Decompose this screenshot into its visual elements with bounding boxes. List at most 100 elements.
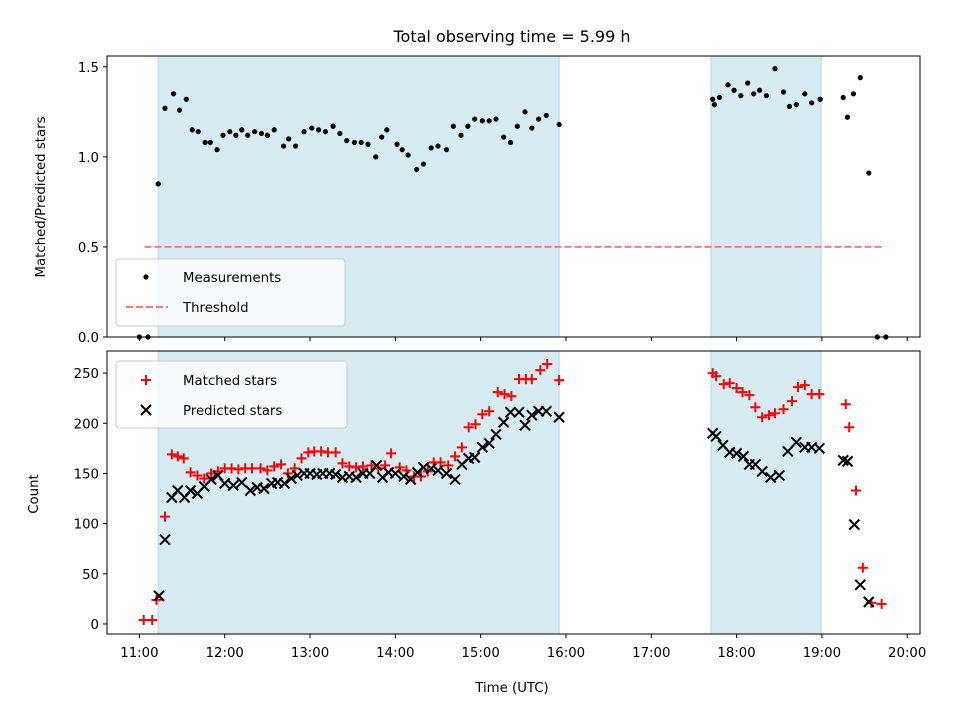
predicted-star-point: [449, 473, 461, 486]
legend-plus-marker: [141, 375, 151, 385]
top-y-axis-label: Matched/Predicted stars: [34, 116, 49, 277]
measurement-point: [176, 107, 183, 113]
measurement-point: [207, 139, 213, 146]
measurement-point: [239, 127, 245, 133]
matched-star-point: [160, 511, 171, 522]
matched-star-point: [787, 396, 798, 407]
measurement-point: [414, 166, 420, 173]
matched-star-point: [526, 374, 537, 385]
predicted-star-point: [513, 406, 525, 418]
matched-star-point: [844, 422, 855, 433]
y-tick-label: 0.0: [78, 331, 99, 346]
y-tick-label: 100: [74, 518, 99, 533]
predicted-star-point: [504, 406, 517, 418]
predicted-star-point: [370, 459, 383, 472]
predicted-star-point: [258, 482, 270, 495]
measurement-point: [379, 134, 385, 140]
matched-star-point: [147, 614, 158, 625]
measurement-point: [344, 138, 350, 144]
measurement-point: [493, 116, 499, 122]
matched-star-point: [778, 404, 789, 415]
matched-star-point: [394, 462, 405, 473]
predicted-star-point: [153, 590, 165, 602]
matched-star-point: [303, 447, 314, 458]
bottom-y-axis-label: Count: [27, 474, 42, 514]
measurement-point: [757, 87, 763, 93]
measurement-point: [301, 129, 307, 135]
measurement-point: [450, 123, 456, 129]
matched-star-point: [769, 408, 780, 419]
measurement-point: [405, 152, 411, 158]
matched-star-point: [750, 402, 761, 413]
measurement-point: [214, 147, 220, 153]
measurement-point: [543, 112, 549, 119]
matched-star-point: [276, 459, 287, 470]
matched-star-point: [764, 410, 775, 421]
legend-label-matched: Matched stars: [183, 374, 277, 389]
predicted-star-point: [425, 462, 437, 475]
matched-star-point: [718, 379, 729, 390]
measurement-point: [394, 141, 400, 147]
y-tick-label: 150: [74, 467, 99, 482]
matched-star-point: [484, 406, 495, 417]
legend-box: [115, 258, 346, 327]
matched-star-point: [492, 387, 503, 398]
measurement-point: [840, 94, 846, 101]
predicted-star-point: [813, 442, 826, 455]
predicted-star-point: [854, 579, 866, 591]
predicted-star-point: [519, 419, 531, 431]
predicted-star-point: [497, 416, 510, 428]
measurement-point: [802, 91, 808, 97]
measurement-point: [292, 143, 299, 149]
matched-star-point: [357, 461, 368, 472]
predicted-star-point: [773, 469, 785, 482]
x-tick-label: 13:00: [291, 646, 329, 661]
predicted-star-point: [350, 471, 362, 484]
measurement-point: [763, 93, 770, 99]
predicted-star-point: [184, 484, 197, 497]
measurement-point: [738, 93, 744, 99]
x-tick-label: 15:00: [461, 646, 499, 661]
matched-star-point: [269, 461, 280, 472]
measurement-point: [365, 141, 371, 147]
measurement-point: [443, 147, 450, 153]
predicted-star-point: [848, 518, 861, 531]
measurement-point: [716, 94, 723, 101]
predicted-star-point: [291, 469, 303, 482]
measurement-point: [280, 143, 287, 149]
measurement-point: [501, 134, 507, 140]
predicted-star-point: [490, 428, 502, 441]
matched-star-point: [185, 467, 196, 478]
matched-star-point: [876, 598, 887, 609]
series-predicted-stars: [153, 405, 875, 608]
measurement-point: [710, 96, 716, 102]
measurement-point: [195, 129, 201, 135]
measurement-point: [162, 105, 168, 111]
matched-star-point: [255, 463, 266, 474]
count-panel: 0 50 100 150 200 250 11:00 12:00 13:00 14:00 15:00…: [74, 350, 926, 661]
measurement-point: [514, 123, 520, 129]
predicted-star-point: [526, 409, 538, 421]
matched-star-point: [737, 387, 748, 398]
measurement-point: [809, 100, 815, 106]
matched-star-point: [178, 453, 189, 464]
measurement-point: [507, 139, 514, 146]
measurement-point: [271, 127, 277, 133]
matched-star-point: [757, 412, 768, 423]
matched-star-point: [443, 460, 454, 471]
predicted-star-point: [440, 467, 453, 480]
matched-star-point: [799, 380, 810, 391]
matched-star-point: [711, 371, 722, 382]
matched-star-point: [192, 470, 203, 481]
x-tick-label: 20:00: [888, 646, 926, 661]
predicted-star-point: [756, 465, 768, 478]
matched-star-point: [744, 390, 755, 401]
measurement-point: [183, 96, 189, 102]
matched-star-point: [840, 399, 851, 410]
matched-star-point: [233, 464, 244, 475]
predicted-star-point: [389, 467, 402, 480]
axes-frame: [106, 55, 921, 338]
measurement-point: [245, 132, 251, 138]
matched-star-point: [366, 460, 377, 471]
